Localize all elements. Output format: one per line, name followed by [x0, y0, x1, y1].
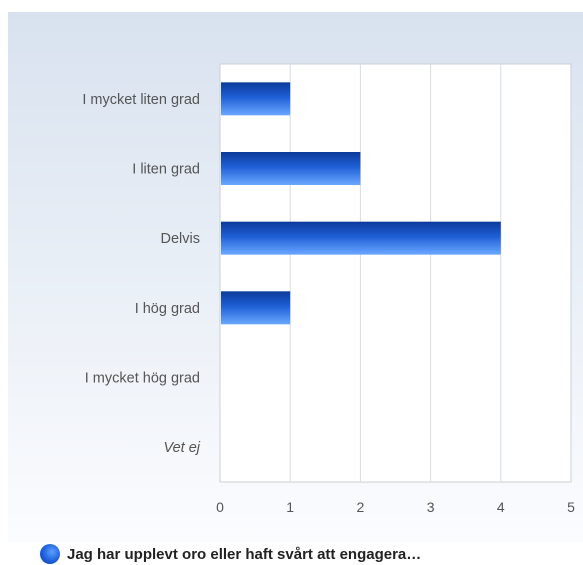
x-tick-label: 3: [427, 499, 435, 515]
bar: [221, 82, 291, 116]
category-label: Vet ej: [163, 440, 200, 456]
category-label: I mycket hög grad: [85, 371, 200, 387]
legend: Jag har upplevt oro eller haft svårt att…: [40, 544, 421, 564]
bar-chart: I mycket liten grad I liten grad Delvis I h…: [8, 12, 583, 542]
category-label: Delvis: [161, 231, 200, 247]
x-tick-label: 5: [567, 499, 575, 515]
category-label: I liten grad: [132, 162, 200, 178]
x-tick-label: 0: [216, 499, 224, 515]
x-tick-label: 1: [286, 499, 294, 515]
bars: [221, 82, 501, 325]
category-labels: I mycket liten grad I liten grad Delvis I h…: [82, 92, 200, 456]
legend-swatch-icon: [40, 544, 60, 564]
bar: [221, 291, 291, 325]
x-tick-label: 2: [357, 499, 365, 515]
x-tick-label: 4: [497, 499, 505, 515]
grid-lines: [289, 64, 502, 482]
plot-area: [219, 63, 572, 483]
category-label: I hög grad: [135, 301, 200, 317]
bar: [221, 152, 361, 185]
legend-label: Jag har upplevt oro eller haft svårt att…: [67, 545, 422, 563]
chart-area: I mycket liten grad I liten grad Delvis I h…: [8, 12, 583, 565]
category-label: I mycket liten grad: [82, 92, 200, 108]
x-tick-labels: 0 1 2 3 4 5: [216, 499, 575, 515]
bar: [221, 221, 501, 255]
